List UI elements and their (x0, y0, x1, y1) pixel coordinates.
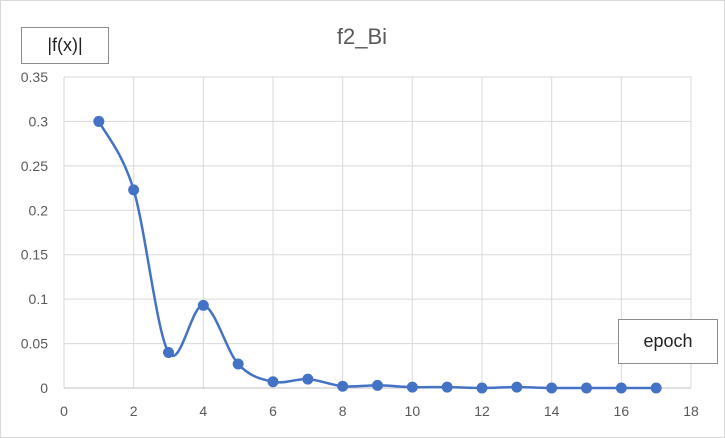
y-tick-label: 0.15 (21, 247, 48, 263)
x-tick-label: 16 (614, 403, 630, 419)
data-point (406, 381, 418, 393)
data-point (546, 382, 558, 394)
data-point (267, 376, 279, 388)
y-tick-label: 0 (40, 380, 48, 396)
data-point (232, 358, 244, 370)
x-tick-label: 2 (130, 403, 138, 419)
x-tick-label: 4 (199, 403, 207, 419)
data-point (511, 381, 523, 393)
y-tick-label: 0.25 (21, 158, 48, 174)
gridlines (63, 76, 692, 389)
x-tick-label: 8 (339, 403, 347, 419)
data-point (441, 381, 453, 393)
data-point (302, 373, 314, 385)
x-tick-label: 6 (269, 403, 277, 419)
x-tick-label: 14 (544, 403, 560, 419)
y-axis-label: |f(x)| (21, 27, 109, 64)
data-point (476, 382, 488, 394)
data-point (650, 382, 662, 394)
y-tick-label: 0.2 (29, 202, 49, 218)
x-tick-label: 10 (405, 403, 421, 419)
x-tick-label: 0 (60, 403, 68, 419)
data-point (197, 299, 209, 311)
series-points (93, 115, 662, 394)
x-tick-labels: 0 2 4 6 8 10 12 14 16 18 (60, 403, 699, 419)
data-point (337, 380, 349, 392)
data-point (128, 184, 140, 196)
data-point (615, 382, 627, 394)
y-tick-labels: 0 0.05 0.1 0.15 0.2 0.25 0.3 0.35 (21, 69, 48, 396)
data-point (163, 346, 174, 358)
x-axis-label: epoch (618, 319, 718, 364)
data-point (372, 379, 383, 391)
y-tick-label: 0.1 (29, 291, 49, 307)
y-tick-label: 0.35 (21, 69, 48, 85)
x-tick-label: 18 (683, 403, 699, 419)
y-tick-label: 0.3 (29, 113, 49, 129)
chart-title: f2_Bi (336, 24, 388, 49)
data-point (93, 115, 105, 127)
x-tick-label: 12 (474, 403, 490, 419)
y-tick-label: 0.05 (21, 336, 48, 352)
data-point (581, 382, 592, 394)
